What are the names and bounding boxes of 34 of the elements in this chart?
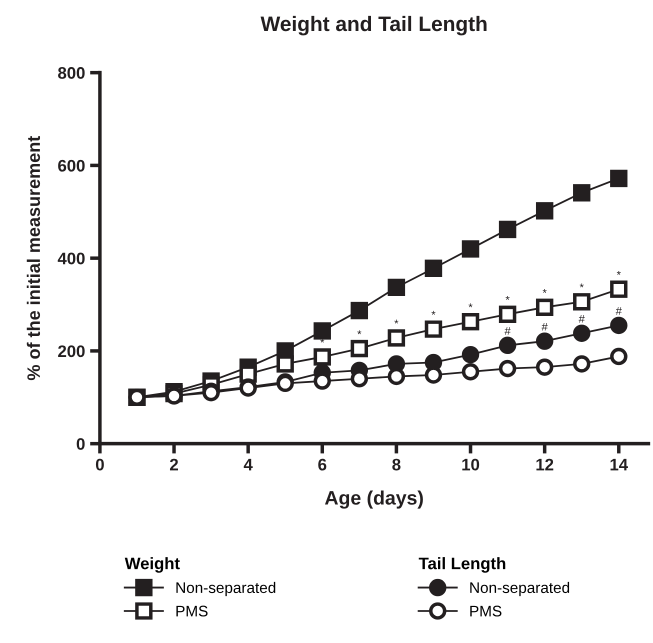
annotation: * <box>616 270 621 275</box>
annotation: * <box>468 303 473 308</box>
annotation: * <box>580 283 584 288</box>
y-tick-label: 800 <box>58 67 85 79</box>
annotation: * <box>394 320 398 324</box>
x-tick-label: 14 <box>610 458 628 470</box>
annotation: * <box>357 330 362 334</box>
legend-label: PMS <box>470 606 502 616</box>
annotation: # <box>504 327 511 335</box>
x-tick-label: 10 <box>462 458 480 470</box>
y-tick-label: 200 <box>58 345 85 358</box>
annotation: * <box>431 310 436 315</box>
y-tick-label: 0 <box>76 438 85 450</box>
chart-title: Weight and Tail Length <box>260 16 487 36</box>
legend-label: PMS <box>176 606 208 616</box>
x-axis-title: Age (days) <box>324 490 423 509</box>
annotation: * <box>506 296 510 300</box>
annotation: # <box>542 322 548 331</box>
x-tick-label: 0 <box>96 458 104 470</box>
x-tick-label: 6 <box>318 458 326 470</box>
annotation: # <box>616 307 622 315</box>
y-axis-title: % of the initial measurement <box>26 136 40 380</box>
y-tick-label: 600 <box>58 160 85 172</box>
x-tick-label: 2 <box>170 458 178 470</box>
annotation: * <box>542 289 547 293</box>
text: Tail Length <box>418 557 506 573</box>
annotation: # <box>578 315 585 323</box>
legend-label: Non-separated <box>176 582 276 596</box>
legend-label: Non-separated <box>470 582 570 596</box>
text: Weight <box>124 557 180 573</box>
x-tick-label: 12 <box>536 458 554 470</box>
x-tick-label: 4 <box>244 458 253 470</box>
y-tick-label: 400 <box>58 252 85 264</box>
x-tick-label: 8 <box>392 458 401 470</box>
